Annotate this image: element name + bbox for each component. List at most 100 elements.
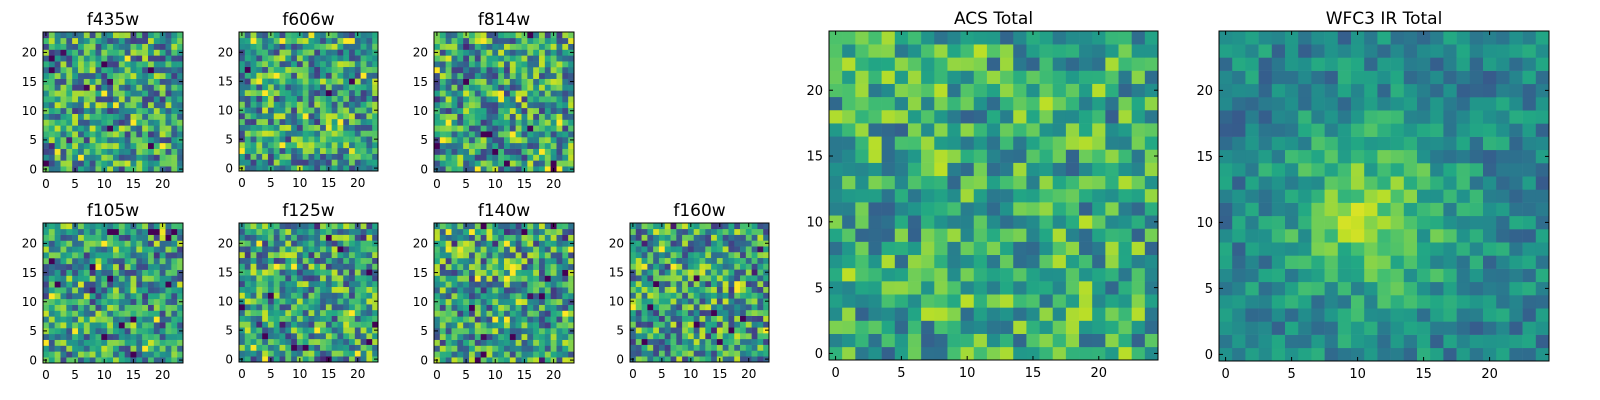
heatmap-cell — [635, 240, 642, 247]
heatmap-cell — [48, 49, 55, 56]
heatmap-cell — [72, 55, 79, 62]
heatmap-cell — [325, 309, 332, 316]
heatmap-cell — [445, 252, 452, 259]
heatmap-cell — [43, 55, 50, 62]
heatmap-cell — [960, 162, 975, 177]
heatmap-cell — [740, 304, 747, 311]
heatmap-cell — [250, 153, 257, 160]
heatmap-cell — [354, 234, 361, 241]
heatmap-cell — [653, 223, 660, 230]
heatmap-cell — [664, 228, 671, 235]
heatmap-cell — [527, 234, 534, 241]
heatmap-cell — [539, 96, 546, 103]
heatmap-cell — [1131, 70, 1146, 84]
heatmap-cell — [539, 228, 546, 235]
heatmap-cell — [562, 107, 569, 114]
heatmap-cell — [492, 281, 499, 288]
heatmap-cell — [693, 350, 700, 357]
heatmap-cell — [1000, 281, 1014, 295]
heatmap-cell — [83, 166, 90, 173]
heatmap-cell — [716, 304, 723, 311]
heatmap-cell — [947, 70, 961, 84]
heatmap-cell — [445, 287, 452, 294]
heatmap-cell — [136, 148, 143, 155]
heatmap-cell — [372, 304, 379, 311]
heatmap-cell — [445, 246, 452, 253]
heatmap-cell — [445, 228, 452, 235]
heatmap-cell — [1052, 31, 1067, 45]
heatmap-cell — [881, 96, 896, 111]
heatmap-cell — [291, 251, 298, 259]
heatmap-cell — [337, 338, 344, 345]
heatmap-cell — [439, 322, 446, 329]
heatmap-cell — [113, 310, 120, 317]
heatmap-cell — [457, 345, 464, 352]
heatmap-cell — [451, 269, 458, 276]
heatmap-cell — [463, 316, 470, 323]
heatmap-cell — [273, 66, 280, 73]
heatmap-cell — [498, 328, 505, 335]
heatmap-cell — [273, 153, 280, 160]
heatmap-cell — [745, 292, 752, 299]
heatmap-cell — [533, 78, 540, 85]
heatmap-cell — [60, 223, 67, 230]
heatmap-cell — [469, 223, 476, 230]
heatmap-cell — [539, 119, 546, 126]
heatmap-cell — [457, 90, 464, 97]
heatmap-cell — [509, 166, 516, 173]
y-tick-label: 15 — [413, 266, 428, 280]
heatmap-cell — [54, 339, 61, 346]
heatmap-cell — [302, 55, 309, 62]
heatmap-cell — [72, 293, 79, 300]
heatmap-cell — [498, 275, 505, 282]
heatmap-cell — [343, 280, 350, 288]
heatmap-cell — [113, 328, 120, 335]
heatmap-cell — [1337, 321, 1352, 335]
heatmap-cell — [337, 223, 344, 230]
heatmap-cell — [349, 321, 356, 328]
heatmap-cell — [89, 333, 96, 340]
heatmap-cell — [320, 234, 327, 241]
heatmap-cell — [177, 263, 184, 270]
heatmap-cell — [687, 333, 695, 340]
heatmap-cell — [54, 137, 61, 144]
heatmap-cell — [469, 333, 476, 340]
heatmap-cell — [48, 148, 55, 155]
heatmap-cell — [95, 32, 102, 39]
heatmap-cell — [568, 142, 575, 149]
heatmap-cell — [159, 78, 166, 85]
heatmap-cell — [921, 333, 935, 348]
heatmap-cell — [539, 72, 546, 79]
heatmap-cell — [136, 287, 143, 294]
heatmap-cell — [1105, 31, 1119, 45]
heatmap-cell — [325, 333, 332, 340]
heatmap-cell — [658, 309, 666, 316]
heatmap-cell — [921, 44, 935, 58]
heatmap-cell — [1131, 228, 1146, 242]
heatmap-cell — [469, 148, 476, 155]
heatmap-cell — [118, 43, 125, 50]
heatmap-cell — [60, 246, 67, 253]
heatmap-cell — [159, 269, 166, 276]
heatmap-cell — [641, 356, 648, 363]
heatmap-cell — [331, 60, 338, 68]
heatmap-cell — [647, 251, 654, 259]
heatmap-cell — [107, 113, 114, 120]
heatmap-cell — [1118, 44, 1132, 58]
heatmap-cell — [973, 57, 988, 71]
heatmap-cell — [868, 267, 882, 282]
heatmap-cell — [1092, 320, 1106, 334]
heatmap-cell — [159, 142, 166, 149]
heatmap-cell — [842, 123, 856, 137]
heatmap-cell — [439, 72, 446, 79]
heatmap-cell — [568, 310, 575, 317]
heatmap-cell — [740, 298, 747, 305]
heatmap-cell — [568, 113, 575, 120]
heatmap-cell — [83, 339, 90, 346]
heatmap-cell — [973, 83, 988, 98]
heatmap-cell — [740, 344, 747, 351]
heatmap-cell — [142, 166, 149, 173]
heatmap-cell — [630, 338, 637, 345]
heatmap-cell — [986, 228, 1001, 242]
heatmap-cell — [130, 84, 137, 91]
